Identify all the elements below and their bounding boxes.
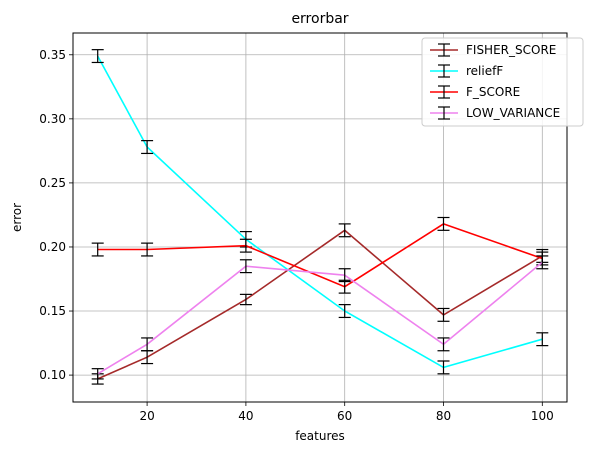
x-tick-label: 100 [531,409,554,423]
legend-label: reliefF [466,64,503,78]
x-tick-label: 60 [337,409,352,423]
y-tick-label: 0.30 [39,112,66,126]
legend-label: F_SCORE [466,85,520,99]
legend-item: F_SCORE [430,85,520,99]
legend-label: FISHER_SCORE [466,43,556,57]
y-tick-label: 0.25 [39,176,66,190]
y-tick-label: 0.20 [39,240,66,254]
x-tick-label: 40 [238,409,253,423]
x-tick-label: 80 [436,409,451,423]
y-tick-label: 0.35 [39,48,66,62]
chart-title: errorbar [291,11,348,27]
y-tick-label: 0.15 [39,304,66,318]
x-tick-label: 20 [139,409,154,423]
x-axis-label: features [295,429,345,443]
legend: FISHER_SCORE reliefF F_SCORE LOW_VARIANCE [422,38,583,126]
y-axis-label: error [10,203,24,232]
legend-label: LOW_VARIANCE [466,106,560,120]
y-tick-label: 0.10 [39,368,66,382]
